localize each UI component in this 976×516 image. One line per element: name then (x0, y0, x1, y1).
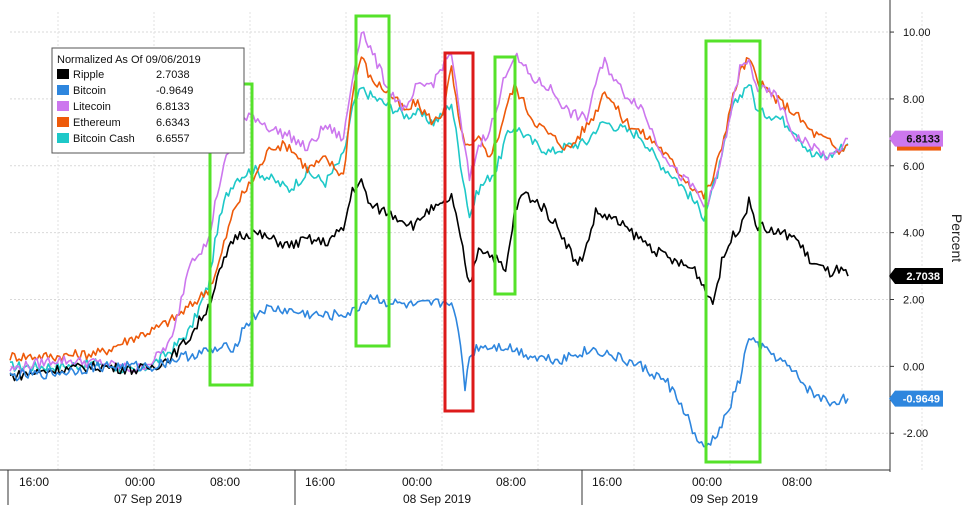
x-axis: 16:00 00:00 08:00 16:00 00:00 08:00 16:00 00:00… (0, 469, 890, 506)
x-time-label: 16:00 (592, 475, 622, 489)
legend-entry-label: Bitcoin Cash (73, 133, 135, 145)
highlight-box-5 (704, 39, 762, 464)
legend: Normalized As Of 09/06/2019 Ripple 2.7038 B… (51, 47, 245, 154)
legend-entry-value: 6.8133 (156, 101, 190, 113)
last-value-badge (889, 390, 943, 407)
x-time-label: 08:00 (210, 475, 240, 489)
x-time-label: 00:00 (125, 475, 155, 489)
x-date-label: 07 Sep 2019 (114, 492, 182, 506)
x-time-label: 00:00 (402, 475, 432, 489)
x-time-label: 16:00 (19, 475, 49, 489)
last-value-badges: 6.8133 2.7038 -0.9649 (889, 130, 943, 407)
legend-swatch (57, 85, 69, 95)
legend-entry-label: Litecoin (73, 101, 111, 113)
last-value-badge-text: 2.7038 (906, 271, 940, 283)
series-lines (9, 31, 849, 448)
x-time-label: 08:00 (782, 475, 812, 489)
legend-swatch (57, 101, 69, 111)
y-tick-label: 0.00 (903, 361, 924, 373)
highlight-boxes (208, 14, 762, 464)
last-value-badge (889, 267, 943, 284)
legend-entry-label: Bitcoin (73, 85, 106, 97)
x-time-label: 00:00 (692, 475, 722, 489)
x-date-label: 09 Sep 2019 (690, 492, 758, 506)
series-line-litecoin (9, 31, 849, 373)
y-tick-label: 4.00 (903, 228, 924, 240)
legend-entry-value: 2.7038 (156, 69, 190, 81)
legend-entry-label: Ripple (73, 69, 104, 81)
y-tick-label: 6.00 (903, 161, 924, 173)
series-line-ethereum (9, 56, 849, 362)
x-time-label: 16:00 (305, 475, 335, 489)
y-tick-label: -2.00 (903, 428, 928, 440)
last-value-badge-text: -0.9649 (903, 394, 940, 406)
x-time-label: 08:00 (496, 475, 526, 489)
legend-entry-value: 6.6343 (156, 117, 190, 129)
x-date-label: 08 Sep 2019 (403, 492, 471, 506)
legend-entry-value: 6.6557 (156, 133, 190, 145)
y-tick-label: 2.00 (903, 295, 924, 307)
legend-swatch (57, 69, 69, 79)
legend-title: Normalized As Of 09/06/2019 (57, 54, 201, 66)
y-axis-panel: -2.00 0.00 2.00 4.00 6.00 8.00 10.00 (889, 0, 931, 472)
highlight-box-4 (493, 55, 517, 296)
last-value-badge-text: 6.8133 (906, 134, 940, 146)
y-tick-label: 10.00 (903, 27, 931, 39)
highlight-box-3 (443, 51, 475, 413)
highlight-box-2 (354, 14, 391, 348)
legend-box (51, 47, 245, 154)
series-line-bitcoin (9, 294, 849, 448)
legend-swatch (57, 117, 69, 127)
legend-entry-label: Ethereum (73, 117, 121, 129)
y-tick-label: 8.00 (903, 94, 924, 106)
legend-entry-value: -0.9649 (156, 85, 193, 97)
legend-swatch (57, 133, 69, 143)
y-axis-title: Percent (949, 214, 965, 262)
last-value-badge (889, 130, 943, 147)
